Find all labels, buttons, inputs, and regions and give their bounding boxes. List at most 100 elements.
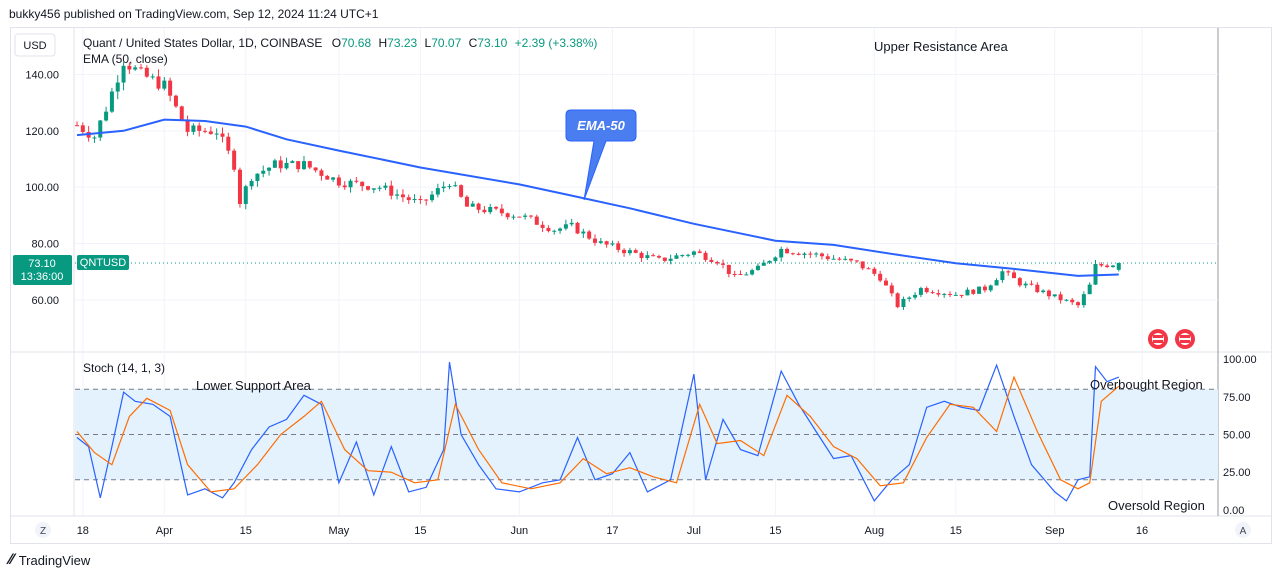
ohlc-l: 70.07	[431, 36, 461, 50]
candle-body	[98, 120, 103, 138]
candle-body	[878, 273, 883, 281]
candle-body	[80, 125, 85, 133]
candle-body	[313, 167, 318, 171]
candle-body	[168, 80, 173, 96]
candle-body	[744, 274, 749, 276]
candle-body	[1041, 290, 1046, 293]
time-tick-label: Aug	[865, 525, 885, 537]
zoom-button-label[interactable]: Z	[40, 526, 46, 537]
candle-body	[255, 173, 260, 181]
candle-body	[773, 257, 778, 261]
candle-body	[406, 197, 411, 201]
candle-body	[866, 268, 871, 270]
auto-scale-button-label[interactable]: A	[1240, 526, 1247, 537]
candle-body	[668, 258, 673, 261]
tradingview-brand: TradingView	[18, 552, 91, 568]
candle-body	[301, 161, 306, 170]
ohlc-c-label: C	[469, 36, 478, 50]
candle-body	[610, 243, 615, 245]
auto-scale-button[interactable]	[1235, 522, 1251, 538]
ohlc-o-label: O	[332, 36, 341, 50]
stoch-tick-label: 0.00	[1223, 505, 1244, 517]
candle-body	[459, 185, 464, 197]
candle-body	[639, 252, 644, 259]
candle-body	[1064, 299, 1069, 301]
candle-body	[645, 255, 650, 259]
ohlc-change: +2.39 (+3.38%)	[515, 36, 598, 50]
candle-body	[290, 161, 295, 163]
candle-body	[697, 251, 702, 253]
candle-body	[395, 194, 400, 196]
chart-frame[interactable]: USD Quant / United States Dollar, 1D, CO…	[10, 27, 1272, 544]
zoom-button[interactable]	[35, 522, 51, 538]
candle-body	[307, 161, 312, 168]
candle-body	[261, 170, 266, 174]
price-tick-label: 100.00	[25, 182, 59, 194]
candle-body	[552, 230, 557, 232]
candle-body	[686, 254, 691, 256]
candle-body	[569, 222, 574, 225]
candle-body	[453, 185, 458, 187]
candle-body	[499, 208, 504, 214]
price-axis[interactable]: 140.00 120.00 100.00 80.00 60.00	[25, 69, 59, 306]
candle-body	[1076, 302, 1081, 306]
candle-body	[430, 194, 435, 201]
candle-body	[808, 253, 813, 255]
candle-body	[616, 243, 621, 250]
candle-body	[371, 188, 376, 190]
last-price-ticker: QNTUSD	[80, 257, 127, 269]
lower-support-label: Lower Support Area	[196, 378, 312, 393]
ema-legend: EMA (50, close)	[83, 52, 168, 66]
candle-body	[581, 231, 586, 234]
ohlc-o: 70.68	[341, 36, 371, 50]
candle-body	[1012, 272, 1017, 279]
candle-body	[924, 288, 929, 293]
candle-body	[750, 270, 755, 275]
candle-body	[948, 293, 952, 295]
candle-body	[528, 215, 533, 217]
candle-body	[92, 137, 97, 139]
candle-body	[360, 181, 365, 187]
ema-layer	[76, 118, 1119, 277]
price-tick-label: 120.00	[25, 126, 59, 138]
currency-button[interactable]: USD	[23, 40, 46, 52]
candle-body	[1046, 290, 1051, 297]
candle-body	[284, 162, 289, 169]
us-flag-icon[interactable]	[1175, 329, 1195, 349]
candle-body	[849, 258, 854, 261]
candle-body	[1029, 283, 1034, 285]
candle-body	[366, 186, 370, 190]
stoch-tick-label: 50.00	[1223, 430, 1251, 442]
candle-body	[511, 216, 516, 218]
candle-body	[622, 249, 627, 254]
candle-body	[325, 175, 330, 180]
time-tick-label: 15	[240, 525, 252, 537]
candle-body	[220, 133, 225, 137]
currency-button-bg[interactable]	[14, 33, 56, 57]
candle-body	[517, 216, 522, 218]
candle-body	[604, 241, 609, 245]
candle-body	[936, 293, 941, 295]
candle-body	[1035, 284, 1040, 293]
page-title: bukky456 published on TradingView.com, S…	[9, 7, 379, 21]
candle-body	[860, 261, 865, 269]
candle-body	[785, 248, 790, 254]
candle-body	[761, 262, 766, 266]
stoch-axis[interactable]: 100.00 75.00 50.00 25.00 0.00	[1223, 354, 1257, 517]
candle-body	[598, 241, 603, 243]
us-flag-icon[interactable]	[1148, 329, 1168, 349]
candle-body	[342, 185, 347, 188]
time-tick-label: 16	[1136, 525, 1148, 537]
candle-body	[127, 65, 132, 70]
time-axis[interactable]: 18 Apr 15 May 15 Jun 17 Jul 15 Aug 15 Sep 16	[77, 525, 1148, 537]
price-tick-label: 80.00	[31, 239, 59, 251]
candle-body	[703, 252, 708, 260]
chart-svg[interactable]: USD Quant / United States Dollar, 1D, CO…	[11, 28, 1271, 543]
candle-body	[1105, 265, 1110, 268]
candle-body	[1087, 284, 1092, 295]
tradingview-logo[interactable]: ⁄⁄ TradingView	[9, 552, 90, 568]
candle-body	[651, 255, 656, 257]
candle-body	[441, 186, 446, 189]
candle-body	[814, 253, 819, 255]
candle-body	[726, 264, 731, 275]
